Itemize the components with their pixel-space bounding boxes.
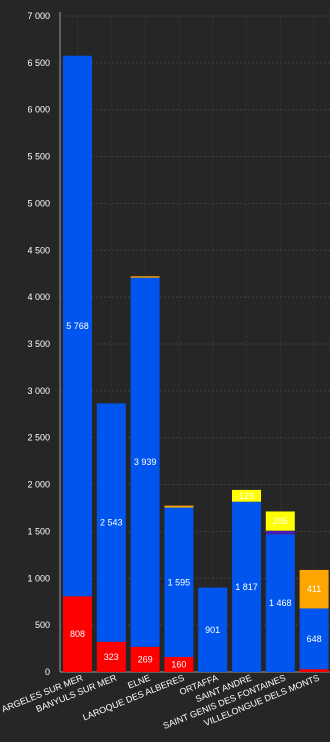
data-label: 1 595 xyxy=(168,577,191,587)
bar-segment[interactable] xyxy=(130,276,160,278)
y-tick-label: 500 xyxy=(35,620,50,630)
y-tick-label: 3 500 xyxy=(27,339,50,349)
y-tick-label: 4 000 xyxy=(27,292,50,302)
bar-segment[interactable] xyxy=(96,641,126,672)
data-label: 205 xyxy=(273,516,288,526)
y-tick-label: 4 500 xyxy=(27,245,50,255)
bar-segment[interactable] xyxy=(130,277,160,647)
bar-segment[interactable] xyxy=(299,569,329,609)
data-label: 5 768 xyxy=(66,321,89,331)
data-label: 160 xyxy=(171,660,186,670)
data-label: 901 xyxy=(205,625,220,635)
bar-segment[interactable] xyxy=(265,534,295,672)
bar-segment[interactable] xyxy=(96,403,126,642)
data-label: 323 xyxy=(104,652,119,662)
y-tick-label: 5 500 xyxy=(27,152,50,162)
bar-segment[interactable] xyxy=(164,657,194,672)
bar-segment[interactable] xyxy=(63,55,92,597)
data-label: 126 xyxy=(239,491,254,501)
bar-segment[interactable] xyxy=(198,587,228,672)
bar-segment[interactable] xyxy=(164,505,194,508)
y-tick-label: 3 000 xyxy=(27,386,50,396)
data-label: 1 817 xyxy=(235,582,258,592)
data-label: 2 543 xyxy=(100,518,123,528)
y-tick-label: 7 000 xyxy=(27,11,50,21)
y-tick-label: 1 000 xyxy=(27,573,50,583)
data-label: 1 468 xyxy=(269,598,292,608)
bar-segment[interactable] xyxy=(63,596,92,672)
bar-segment[interactable] xyxy=(164,507,194,658)
bar-segment[interactable] xyxy=(299,669,329,672)
data-label: 648 xyxy=(307,634,322,644)
y-tick-label: 1 500 xyxy=(27,526,50,536)
y-tick-label: 0 xyxy=(45,667,50,677)
y-tick-label: 5 000 xyxy=(27,198,50,208)
y-tick-label: 2 500 xyxy=(27,433,50,443)
bar-segment[interactable] xyxy=(265,511,295,531)
bar-segment[interactable] xyxy=(232,489,261,502)
bar-segment[interactable] xyxy=(130,646,160,672)
bar-segment[interactable] xyxy=(232,501,261,672)
data-label: 411 xyxy=(307,584,321,594)
y-tick-label: 2 000 xyxy=(27,480,50,490)
y-tick-label: 6 000 xyxy=(27,105,50,115)
bar-segment[interactable] xyxy=(299,608,329,670)
data-label: 808 xyxy=(70,629,85,639)
data-label: 269 xyxy=(138,654,153,664)
data-label: 3 939 xyxy=(134,457,157,467)
y-tick-label: 6 500 xyxy=(27,58,50,68)
bars[interactable] xyxy=(63,55,329,672)
bar-segment[interactable] xyxy=(265,530,295,535)
data-labels: 808 5 768 323 2 543 269 3 939 160 1 595 901 1 817… xyxy=(66,321,321,669)
